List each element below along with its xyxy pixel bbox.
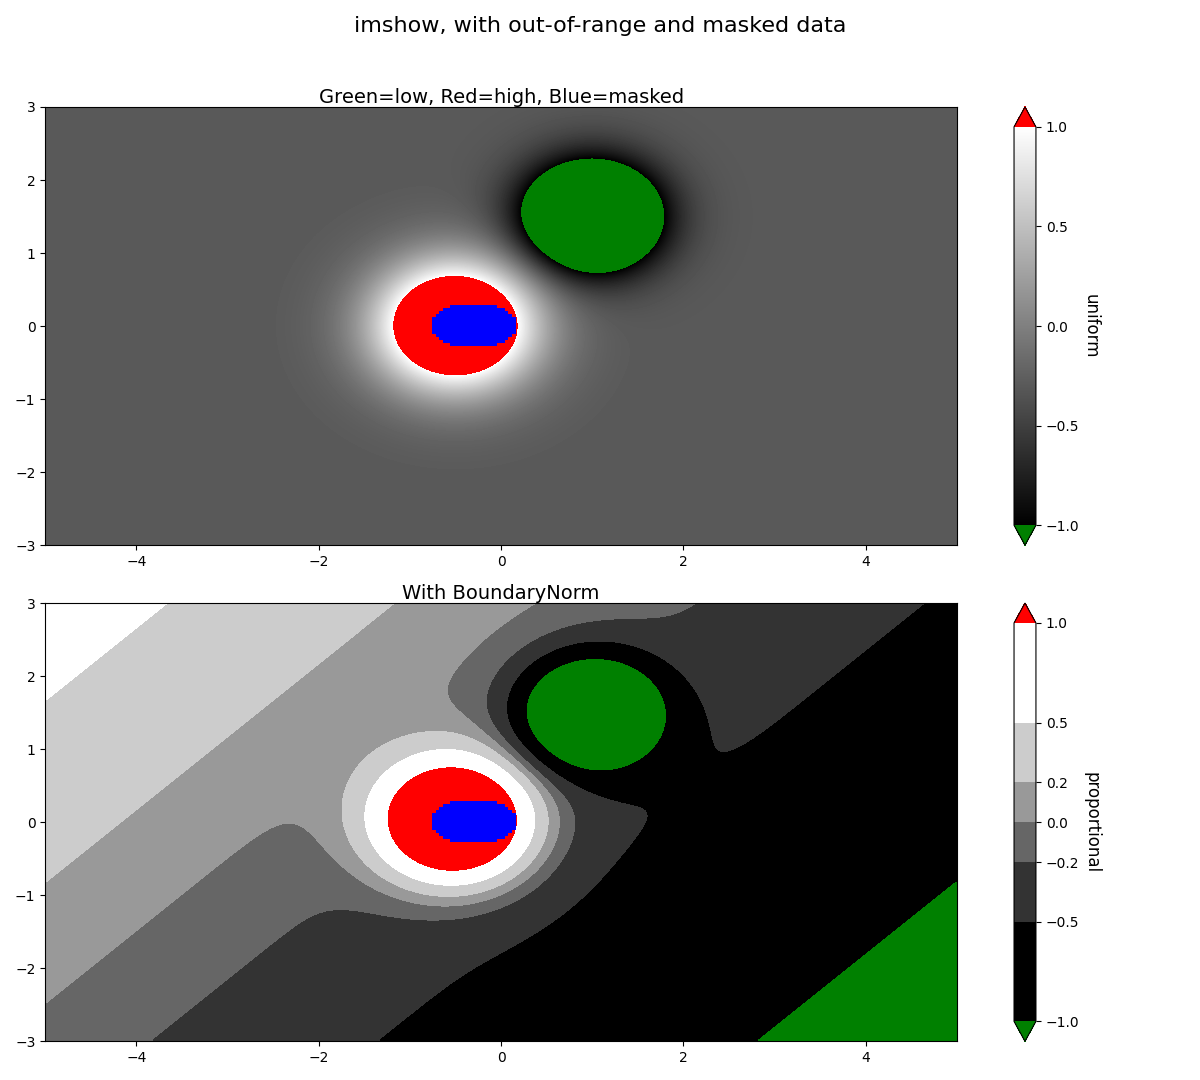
PathPatch shape [1014, 107, 1036, 126]
Y-axis label: uniform: uniform [1082, 294, 1100, 359]
PathPatch shape [1014, 1022, 1036, 1041]
Text: imshow, with out-of-range and masked data: imshow, with out-of-range and masked dat… [354, 16, 846, 37]
Title: With BoundaryNorm: With BoundaryNorm [402, 584, 600, 603]
PathPatch shape [1014, 603, 1036, 623]
PathPatch shape [1014, 525, 1036, 545]
Title: Green=low, Red=high, Blue=masked: Green=low, Red=high, Blue=masked [318, 87, 684, 107]
Y-axis label: proportional: proportional [1082, 771, 1100, 873]
